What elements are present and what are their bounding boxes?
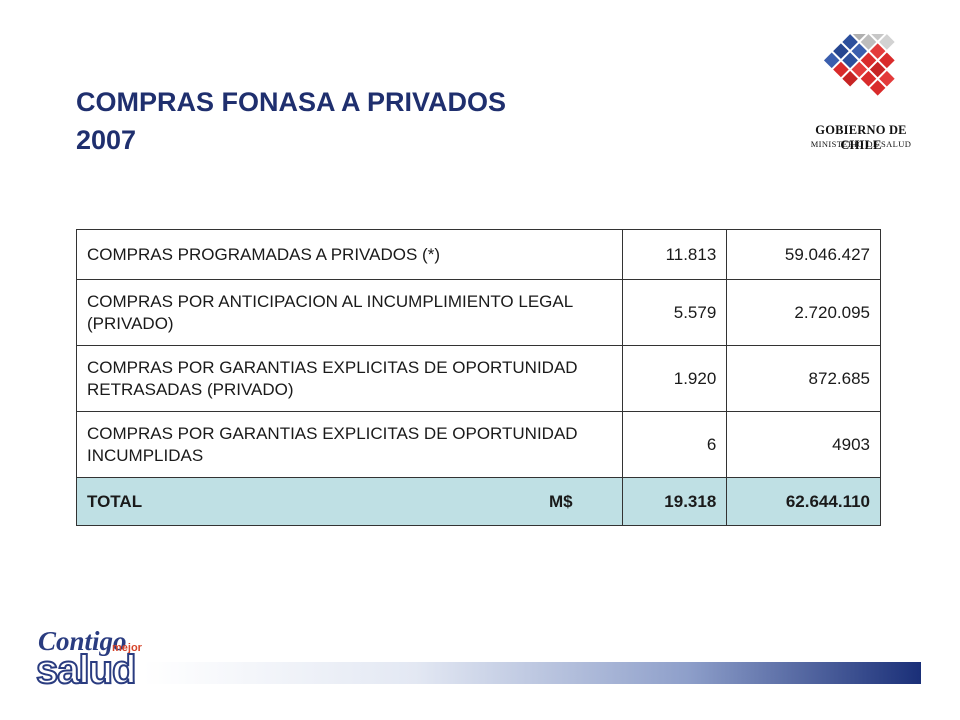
total-value-1: 19.318 [621, 477, 728, 526]
title-line-1: COMPRAS FONASA A PRIVADOS [76, 87, 507, 117]
footer-gradient-bar [143, 662, 921, 684]
row-label: COMPRAS POR GARANTIAS EXPLICITAS DE OPOR… [76, 345, 623, 412]
row-value-2: 872.685 [726, 345, 881, 412]
total-value-2: 62.644.110 [726, 477, 881, 526]
row-value-2: 2.720.095 [726, 279, 881, 346]
title-line-2: 2007 [76, 125, 137, 155]
row-label: COMPRAS POR ANTICIPACION AL INCUMPLIMIEN… [76, 279, 623, 346]
gobierno-logo [792, 34, 932, 159]
diamond-logo-icon [823, 34, 895, 96]
total-label-cell: TOTAL M$ [76, 477, 623, 526]
row-label: COMPRAS POR GARANTIAS EXPLICITAS DE OPOR… [76, 411, 623, 478]
footer-brand-mejor: mejor [112, 642, 142, 654]
table-row: COMPRAS POR GARANTIAS EXPLICITAS DE OPOR… [76, 345, 881, 412]
row-label: COMPRAS PROGRAMADAS A PRIVADOS (*) [76, 229, 623, 280]
footer-brand-contigo: Contigo [38, 626, 127, 656]
total-label: TOTAL [87, 491, 143, 511]
gov-subtitle: MINISTERIO DE SALUD [810, 139, 912, 149]
row-value-1: 5.579 [621, 279, 728, 346]
row-value-2: 4903 [726, 411, 881, 478]
row-value-2: 59.046.427 [726, 229, 881, 280]
page-title: COMPRAS FONASA A PRIVADOS 2007 [76, 83, 506, 159]
row-value-1: 1.920 [621, 345, 728, 412]
row-value-1: 6 [621, 411, 728, 478]
table-row: COMPRAS POR ANTICIPACION AL INCUMPLIMIEN… [76, 279, 881, 346]
table-row: COMPRAS PROGRAMADAS A PRIVADOS (*) 11.81… [76, 229, 881, 280]
purchases-table: COMPRAS PROGRAMADAS A PRIVADOS (*) 11.81… [76, 229, 881, 526]
row-value-1: 11.813 [621, 229, 728, 280]
total-unit: M$ [549, 491, 573, 511]
total-row: TOTAL M$ 19.318 62.644.110 [76, 477, 881, 526]
footer-brand-salud: salud [35, 647, 137, 693]
gov-name: GOBIERNO DE CHILE [815, 123, 907, 152]
table-row: COMPRAS POR GARANTIAS EXPLICITAS DE OPOR… [76, 411, 881, 478]
